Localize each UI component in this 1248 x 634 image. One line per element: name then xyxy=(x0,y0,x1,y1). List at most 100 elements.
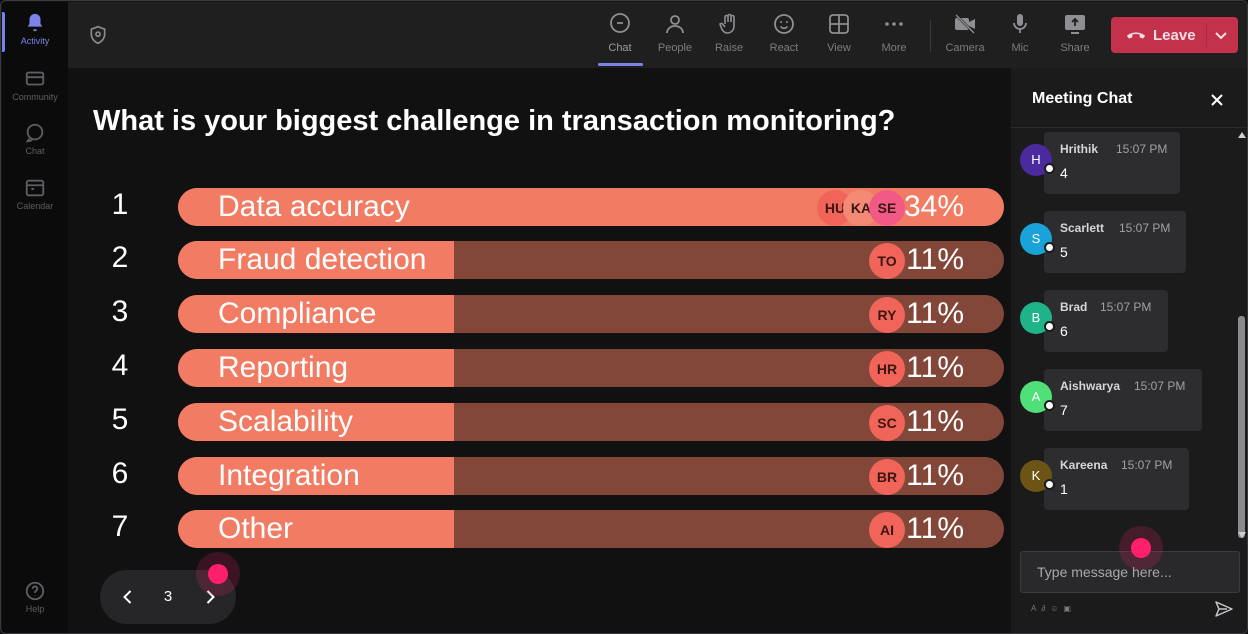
camera-button[interactable]: Camera xyxy=(939,12,991,62)
message-time: 15:07 PM xyxy=(1100,300,1152,314)
share-screen-icon xyxy=(1065,15,1085,34)
voter-avatar[interactable]: TO xyxy=(869,243,905,279)
poll-question: What is your biggest challenge in transa… xyxy=(93,105,896,137)
chevron-left-icon[interactable] xyxy=(118,587,138,607)
poll-option-row[interactable]: 1 Data accuracy 34% HU KA SE xyxy=(68,186,1010,226)
sender-name: Aishwarya xyxy=(1060,379,1121,393)
scroll-down-arrow[interactable] xyxy=(1238,532,1246,538)
message-time: 15:07 PM xyxy=(1134,379,1186,393)
presence-indicator xyxy=(1044,163,1055,174)
option-number: 1 xyxy=(111,188,129,221)
rail-label: Help xyxy=(25,604,45,614)
poll-option-row[interactable]: 6 Integration 11% BR xyxy=(68,455,1010,495)
chevron-down-icon[interactable] xyxy=(1211,25,1231,45)
poll-option-row[interactable]: 7 Other 11% AI xyxy=(68,508,1010,548)
chat-message[interactable]: Hrithik 15:07 PM 4 xyxy=(1044,132,1180,194)
camera-label: Camera xyxy=(945,42,985,54)
rail-label: Activity xyxy=(20,36,50,46)
emoji-icon[interactable]: ☺ xyxy=(1050,604,1064,613)
send-icon[interactable] xyxy=(1214,599,1234,619)
view-button[interactable]: View xyxy=(813,12,865,62)
voter-avatar[interactable]: SE xyxy=(869,190,905,226)
rail-item-calendar[interactable]: Calendar xyxy=(2,177,68,227)
message-text: 7 xyxy=(1060,402,1068,418)
message-text: 6 xyxy=(1060,323,1068,339)
chat-message[interactable]: Kareena 15:07 PM 1 xyxy=(1044,448,1189,510)
chat-message[interactable]: Brad 15:07 PM 6 xyxy=(1044,290,1168,352)
rail-label: Calendar xyxy=(16,201,54,211)
result-bar-fill xyxy=(178,295,454,333)
voter-avatar[interactable]: HR xyxy=(869,351,905,387)
people-label: People xyxy=(657,42,693,54)
share-label: Share xyxy=(1060,42,1090,54)
smiley-icon xyxy=(774,14,794,34)
react-button[interactable]: React xyxy=(758,12,810,62)
result-bar-fill xyxy=(178,241,454,279)
sender-name: Brad xyxy=(1060,300,1088,314)
format-icon[interactable]: A xyxy=(1031,604,1042,613)
leave-divider xyxy=(1206,23,1207,47)
people-button[interactable]: People xyxy=(649,12,701,62)
close-icon[interactable] xyxy=(1207,90,1227,110)
option-label: Reporting xyxy=(218,351,349,384)
share-button[interactable]: Share xyxy=(1049,12,1101,62)
poll-stage: What is your biggest challenge in transa… xyxy=(68,68,1010,633)
attach-icon[interactable]: ∂ xyxy=(1041,604,1051,613)
react-label: React xyxy=(769,42,799,54)
option-number: 2 xyxy=(111,241,129,274)
rail-item-help[interactable]: Help xyxy=(2,580,68,630)
gif-icon[interactable]: ▣ xyxy=(1063,604,1077,613)
camera-off-icon xyxy=(955,14,975,34)
presence-indicator xyxy=(1044,479,1055,490)
more-button[interactable]: More xyxy=(868,12,920,62)
voter-avatar[interactable]: BR xyxy=(869,459,905,495)
toolbar-divider xyxy=(930,20,931,52)
leave-button[interactable]: Leave xyxy=(1111,17,1238,53)
sender-avatar[interactable]: B xyxy=(1020,302,1055,334)
chat-scrollbar[interactable] xyxy=(1236,132,1246,542)
voter-avatar[interactable]: SC xyxy=(869,405,905,441)
message-time: 15:07 PM xyxy=(1119,221,1171,235)
sender-avatar[interactable]: K xyxy=(1020,460,1055,492)
poll-option-row[interactable]: 2 Fraud detection 11% TO xyxy=(68,239,1010,279)
poll-option-row[interactable]: 3 Compliance 11% RY xyxy=(68,293,1010,333)
scroll-up-arrow[interactable] xyxy=(1238,132,1246,138)
chat-button[interactable]: Chat xyxy=(594,12,646,62)
option-result-bar: Fraud detection 11% TO xyxy=(178,241,1004,279)
voter-avatar[interactable]: AI xyxy=(869,512,905,548)
message-text: 1 xyxy=(1060,481,1068,497)
chat-icon xyxy=(610,13,630,33)
message-input[interactable] xyxy=(1021,552,1239,592)
message-compose-box[interactable] xyxy=(1020,551,1240,593)
avatar-initial: K xyxy=(1031,468,1041,483)
sender-avatar[interactable]: H xyxy=(1020,144,1055,176)
sender-name: Hrithik xyxy=(1060,142,1099,156)
rail-item-chat[interactable]: Chat xyxy=(2,122,68,172)
option-result-bar: Scalability 11% SC xyxy=(178,403,1004,441)
raise-hand-button[interactable]: Raise xyxy=(703,12,755,62)
option-number: 6 xyxy=(111,457,129,490)
option-label: Other xyxy=(218,512,294,545)
voter-avatar[interactable]: RY xyxy=(869,297,905,333)
chat-message[interactable]: Aishwarya 15:07 PM 7 xyxy=(1044,369,1202,431)
poll-option-row[interactable]: 4 Reporting 11% HR xyxy=(68,347,1010,387)
poll-option-row[interactable]: 5 Scalability 11% SC xyxy=(68,401,1010,441)
chat-message[interactable]: Scarlett 15:07 PM 5 xyxy=(1044,211,1186,273)
active-tab-indicator xyxy=(598,63,643,66)
message-time: 15:07 PM xyxy=(1121,458,1173,472)
shield-icon[interactable] xyxy=(88,24,108,46)
avatar-initial: A xyxy=(1031,389,1041,404)
mic-button[interactable]: Mic xyxy=(994,12,1046,62)
format-toolbar[interactable]: A∂☺▣ xyxy=(1031,604,1076,616)
rail-item-activity[interactable]: Activity xyxy=(2,12,68,62)
option-label: Compliance xyxy=(218,297,377,330)
sender-avatar[interactable]: S xyxy=(1020,223,1055,255)
rail-item-community[interactable]: Community xyxy=(2,68,68,118)
sender-avatar[interactable]: A xyxy=(1020,381,1055,413)
chat-icon xyxy=(25,123,44,143)
message-text: 4 xyxy=(1060,165,1068,181)
scroll-thumb[interactable] xyxy=(1238,316,1245,538)
rail-label: Chat xyxy=(25,146,45,156)
chat-divider xyxy=(1011,127,1247,128)
chevron-right-icon[interactable] xyxy=(200,587,220,607)
